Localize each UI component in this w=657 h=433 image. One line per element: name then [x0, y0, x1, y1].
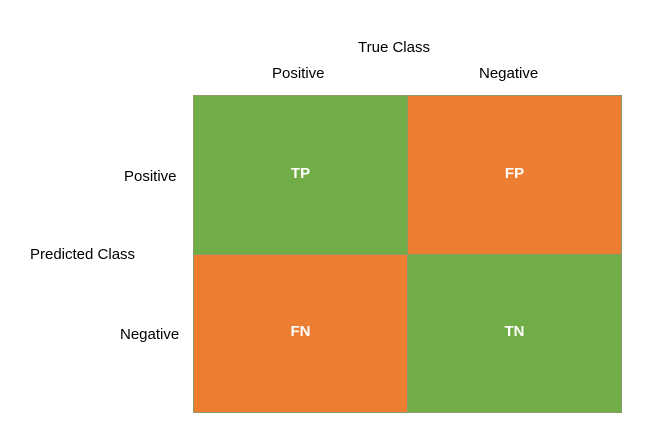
- cell-false-positive: FP: [407, 95, 622, 255]
- true-class-label: True Class: [358, 39, 430, 56]
- row-header-negative: Negative: [120, 326, 180, 343]
- cell-false-negative: FN: [193, 254, 408, 413]
- cell-false-negative-label: FN: [290, 323, 311, 340]
- cell-true-positive-label: TP: [290, 164, 311, 182]
- row-header-positive: Positive: [124, 168, 177, 185]
- predicted-class-label: Predicted Class: [30, 246, 136, 263]
- column-header-positive: Positive: [272, 65, 325, 82]
- column-header-negative: Negative: [479, 65, 539, 82]
- cell-false-positive-label: FP: [504, 164, 525, 182]
- cell-true-negative-label: TN: [504, 323, 525, 340]
- cell-true-positive: TP: [193, 95, 408, 255]
- cell-true-negative: TN: [407, 254, 622, 413]
